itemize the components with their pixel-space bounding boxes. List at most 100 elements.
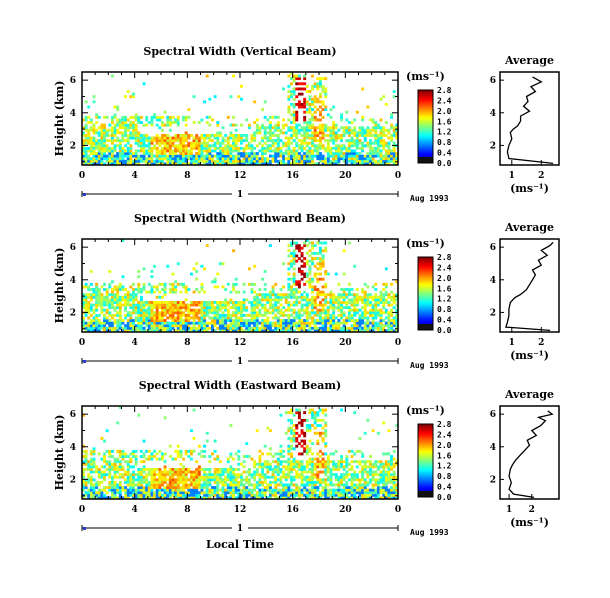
heatmap-cell: [290, 462, 293, 466]
heatmap-cell: [308, 159, 312, 163]
heatmap-cell: [195, 162, 199, 166]
heatmap-cell: [82, 162, 85, 166]
heatmap-cell: [176, 488, 180, 492]
heatmap-cell: [316, 280, 320, 284]
heatmap-cell: [234, 311, 238, 315]
colorbar-swatch: [418, 104, 433, 107]
heatmap-cell: [271, 321, 275, 325]
heatmap-cell: [305, 316, 309, 320]
heatmap-cell: [95, 316, 99, 320]
heatmap-cell: [224, 321, 228, 325]
heatmap-cell: [126, 159, 130, 163]
heatmap-cell: [292, 460, 296, 464]
heatmap-cell: [284, 313, 288, 317]
heatmap-cell: [355, 139, 359, 143]
heatmap-cell: [171, 493, 175, 497]
heatmap-cell: [321, 308, 325, 312]
heatmap-cell: [97, 141, 101, 145]
heatmap-cell: [303, 465, 307, 469]
heatmap-cell: [353, 131, 357, 135]
heatmap-cell: [137, 162, 141, 166]
heatmap-cell: [247, 321, 251, 325]
heatmap-cell: [361, 146, 365, 150]
heatmap-cell: [171, 159, 175, 163]
colorbar-swatch: [418, 110, 433, 113]
heatmap-cell: [187, 306, 191, 310]
heatmap-cell: [87, 488, 91, 492]
heatmap-cell: [224, 496, 228, 500]
heatmap-cell: [203, 313, 207, 317]
heatmap-cell: [113, 475, 117, 479]
heatmap-cell: [100, 311, 104, 315]
heatmap-cell: [103, 144, 106, 148]
heatmap-cell: [203, 136, 207, 140]
heatmap-cell: [153, 475, 157, 479]
heatmap-cell: [103, 136, 106, 140]
heatmap-cell: [95, 493, 99, 497]
heatmap-cell: [82, 473, 85, 477]
heatmap-cell: [319, 131, 322, 135]
heatmap-cell: [137, 285, 141, 289]
heatmap-cell: [176, 159, 180, 163]
heatmap-cell: [305, 475, 309, 479]
heatmap-cell: [82, 462, 85, 466]
heatmap-cell: [311, 131, 315, 135]
heatmap-cell: [105, 159, 109, 163]
heatmap-cell: [387, 311, 391, 315]
heatmap-cell: [155, 486, 159, 489]
heatmap-cell: [295, 321, 299, 325]
heatmap-cell: [384, 329, 388, 333]
heatmap-cell: [126, 324, 130, 328]
heatmap-cell: [363, 298, 367, 302]
heatmap-cell: [92, 154, 96, 158]
heatmap-cell: [153, 483, 157, 487]
heatmap-cell: [297, 295, 301, 299]
heatmap-cell: [332, 311, 336, 315]
heatmap-cell: [276, 311, 280, 315]
heatmap-cell: [268, 290, 272, 294]
heatmap-cell: [287, 418, 291, 422]
heatmap-cell: [350, 316, 354, 320]
heatmap-cell: [319, 105, 322, 109]
heatmap-cell: [316, 439, 320, 443]
heatmap-cell: [182, 154, 185, 158]
heatmap-cell: [174, 301, 178, 304]
heatmap-cell: [250, 329, 254, 333]
heatmap-cell: [290, 493, 293, 497]
heatmap-cell: [89, 303, 93, 307]
heatmap-cell: [316, 473, 320, 477]
heatmap-cell: [229, 313, 233, 317]
heatmap-cell: [271, 288, 275, 291]
heatmap-cell: [208, 159, 212, 163]
heatmap-cell: [366, 321, 370, 325]
heatmap-cell: [92, 321, 96, 325]
heatmap-cell: [237, 136, 241, 140]
heatmap-cell: [229, 290, 233, 294]
heatmap-cell: [290, 113, 293, 117]
heatmap-cell: [308, 264, 312, 268]
heatmap-cell: [384, 293, 388, 297]
heatmap-cell: [100, 134, 104, 137]
heatmap-cell: [276, 134, 280, 137]
heatmap-cell: [237, 321, 241, 325]
heatmap-cell: [287, 426, 291, 430]
heatmap-cell: [268, 326, 272, 330]
heatmap-cell: [308, 249, 312, 253]
heatmap-cell: [258, 298, 262, 302]
heatmap-cell: [163, 154, 167, 158]
heatmap-cell: [110, 491, 114, 495]
heatmap-cells: [82, 72, 399, 166]
heatmap-cell: [303, 418, 307, 422]
heatmap-cell: [303, 483, 307, 487]
heatmap-cell: [124, 493, 128, 497]
heatmap-cell: [311, 244, 315, 248]
heatmap-cell: [89, 488, 93, 492]
heatmap-cell: [168, 115, 172, 119]
heatmap-cell: [276, 468, 280, 471]
heatmap-cell: [303, 136, 307, 140]
heatmap-cell: [258, 462, 262, 466]
heatmap-cell: [247, 267, 251, 271]
heatmap-cell: [253, 473, 257, 477]
heatmap-cell: [184, 308, 188, 312]
heatmap-cell: [153, 324, 157, 328]
